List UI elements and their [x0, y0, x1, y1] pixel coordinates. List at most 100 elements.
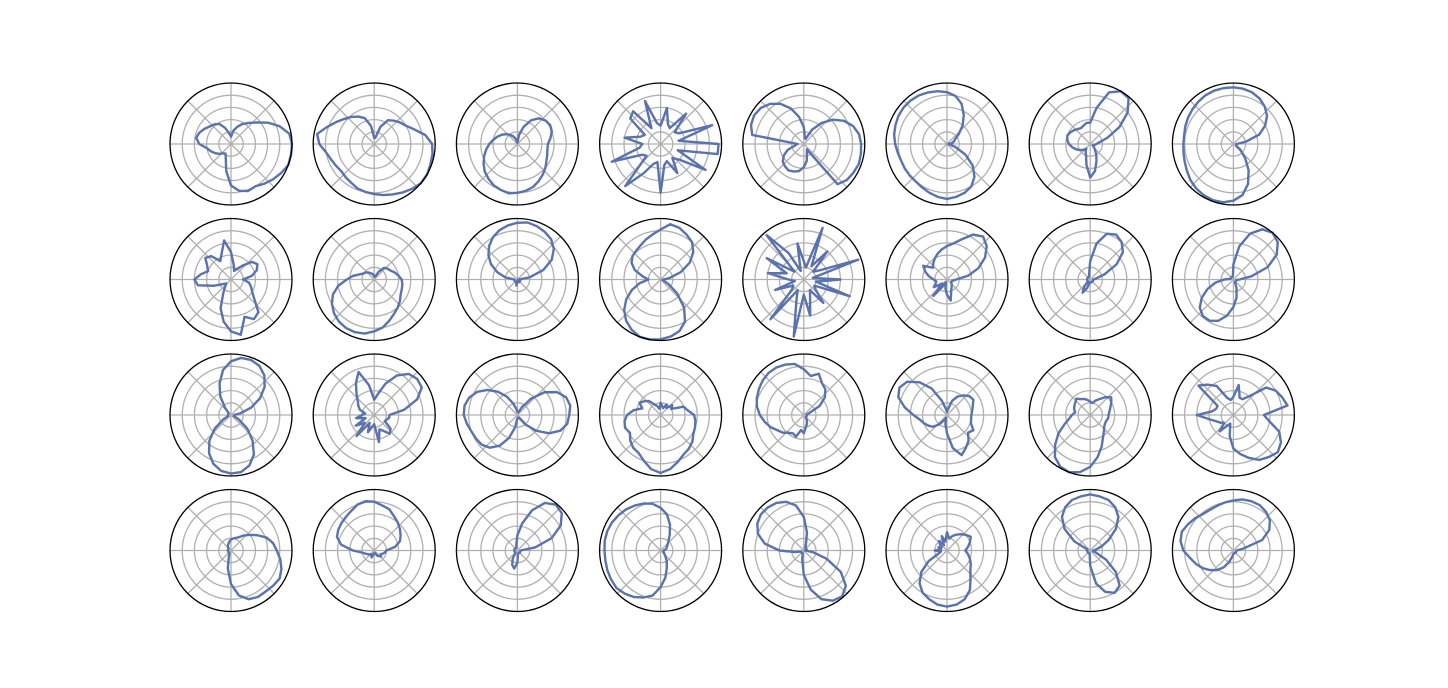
- angular-gridline: [903, 100, 948, 145]
- angular-gridline: [803, 414, 848, 459]
- panel-r1-c8: [1171, 82, 1296, 206]
- polar-frame: [1028, 82, 1152, 206]
- panel-r4-c2: [312, 488, 436, 613]
- angular-gridline: [473, 100, 518, 145]
- panel-r4-c1: [169, 488, 293, 613]
- data-trace: [1182, 86, 1269, 204]
- angular-gridline: [187, 414, 232, 459]
- polar-frame: [455, 217, 580, 342]
- data-trace: [487, 221, 556, 287]
- angular-gridline: [373, 235, 418, 280]
- data-trace: [510, 501, 563, 570]
- data-trace: [756, 500, 848, 602]
- angular-gridline: [1232, 550, 1277, 595]
- angular-gridline: [330, 279, 375, 324]
- polar-frame: [1028, 488, 1152, 613]
- angular-gridline: [330, 414, 375, 459]
- angular-gridline: [760, 371, 805, 416]
- angular-gridline: [946, 371, 991, 416]
- panel-r3-c5: [742, 353, 866, 477]
- angular-gridline: [473, 143, 518, 188]
- polar-frame: [598, 353, 723, 477]
- data-trace: [226, 533, 283, 601]
- angular-gridline: [330, 100, 375, 145]
- panel-r4-c7: [1028, 488, 1152, 613]
- angular-gridline: [187, 550, 232, 595]
- angular-gridline: [1232, 414, 1277, 459]
- angular-gridline: [473, 371, 518, 416]
- polar-frame: [742, 217, 866, 342]
- angular-gridline: [903, 143, 948, 188]
- polar-frame: [1171, 488, 1296, 613]
- polar-frame: [1028, 353, 1152, 477]
- panel-r3-c6: [885, 353, 1009, 477]
- angular-gridline: [1089, 143, 1134, 188]
- angular-gridline: [1189, 100, 1234, 145]
- angular-gridline: [946, 506, 991, 551]
- panel-r3-c2: [312, 353, 436, 477]
- angular-gridline: [230, 279, 275, 324]
- panel-r2-c7: [1028, 217, 1152, 342]
- angular-gridline: [617, 506, 662, 551]
- polar-frame: [169, 488, 293, 613]
- data-trace: [193, 239, 260, 336]
- data-trace: [610, 99, 720, 195]
- data-trace: [749, 102, 863, 186]
- polar-frame: [169, 82, 293, 206]
- panel-r2-c1: [169, 217, 293, 342]
- panel-r1-c2: [312, 82, 436, 206]
- angular-gridline: [1089, 235, 1134, 280]
- polar-frame: [742, 353, 866, 477]
- angular-gridline: [187, 100, 232, 145]
- polar-frame: [312, 217, 436, 342]
- polar-frame: [598, 82, 723, 206]
- angular-gridline: [516, 371, 561, 416]
- polar-frame: [455, 353, 580, 477]
- angular-gridline: [760, 235, 805, 280]
- angular-gridline: [230, 235, 275, 280]
- angular-gridline: [473, 506, 518, 551]
- panel-r3-c7: [1028, 353, 1152, 477]
- angular-gridline: [760, 414, 805, 459]
- panel-r3-c3: [455, 353, 580, 477]
- data-trace: [1179, 498, 1272, 572]
- angular-gridline: [1046, 235, 1091, 280]
- angular-gridline: [903, 414, 948, 459]
- angular-gridline: [230, 371, 275, 416]
- angular-gridline: [946, 143, 991, 188]
- angular-gridline: [660, 235, 705, 280]
- polar-frame: [885, 82, 1009, 206]
- panel-r4-c5: [742, 488, 866, 613]
- angular-gridline: [660, 143, 705, 188]
- panel-r2-c6: [885, 217, 1009, 342]
- angular-gridline: [617, 550, 662, 595]
- polar-frame: [598, 488, 723, 613]
- panel-r1-c4: [598, 82, 723, 206]
- angular-gridline: [903, 371, 948, 416]
- angular-gridline: [330, 143, 375, 188]
- panel-r3-c1: [169, 353, 293, 477]
- data-trace: [1053, 396, 1113, 474]
- data-trace: [623, 399, 697, 475]
- polar-frame: [885, 353, 1009, 477]
- panel-r2-c2: [312, 217, 436, 342]
- angular-gridline: [660, 550, 705, 595]
- polar-frame: [742, 488, 866, 613]
- data-trace: [603, 502, 672, 599]
- angular-gridline: [617, 235, 662, 280]
- angular-gridline: [803, 506, 848, 551]
- polar-frame: [169, 353, 293, 477]
- angular-gridline: [1189, 143, 1234, 188]
- angular-gridline: [373, 506, 418, 551]
- angular-gridline: [473, 550, 518, 595]
- panel-r3-c4: [598, 353, 723, 477]
- panel-r4-c8: [1171, 488, 1296, 613]
- angular-gridline: [1089, 414, 1134, 459]
- panel-r1-c6: [885, 82, 1009, 206]
- angular-gridline: [230, 506, 275, 551]
- angular-gridline: [473, 235, 518, 280]
- polar-frame: [312, 488, 436, 613]
- angular-gridline: [516, 100, 561, 145]
- panel-r1-c7: [1028, 82, 1152, 206]
- angular-gridline: [230, 414, 275, 459]
